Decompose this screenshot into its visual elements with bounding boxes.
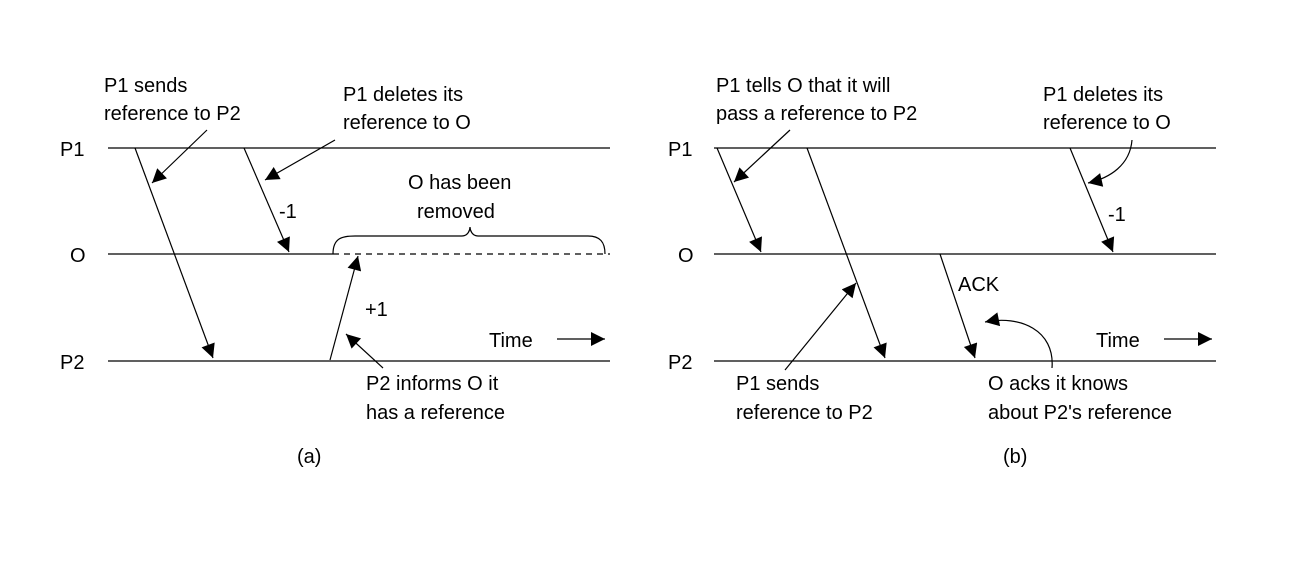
panel-b-p1-deletes-text: reference to O (1043, 112, 1171, 134)
panel-b-p1-deletes-pointer (1087, 139, 1133, 187)
panel-a-p2-informs-text: P2 informs O it (366, 373, 499, 395)
panel-a-removed-text: removed (417, 201, 495, 223)
panel-b-decrement-message-p1-to-o (1069, 147, 1115, 253)
panel-b-minus-one-label: -1 (1108, 204, 1126, 226)
panel-b-o-acks-pointer (984, 312, 1053, 369)
panel-b-ack-label: ACK (958, 274, 1000, 296)
panel-b-p1-tells-text: P1 tells O that it will (716, 75, 891, 97)
panel-b-o-acks-text: O acks it knows (988, 373, 1128, 395)
panel-b: P1 O P2 P1 tells O that it will pass a r… (668, 75, 1216, 468)
panel-b-p1-sends-pointer (784, 282, 857, 371)
panel-a-o-label: O (70, 245, 86, 267)
panel-b-ack-message-o-to-p2 (939, 253, 978, 359)
panel-b-p1-tells-text: pass a reference to P2 (716, 103, 917, 125)
panel-b-o-label: O (678, 245, 694, 267)
panel-a-p1-sends-pointer (151, 129, 208, 184)
panel-a-minus-one-label: -1 (279, 201, 297, 223)
panel-a-p1-sends-text: reference to P2 (104, 103, 241, 125)
panel-b-caption: (b) (1003, 446, 1027, 468)
panel-b-reference-message-p1-to-p2 (806, 147, 887, 359)
panel-b-time-label: Time (1096, 330, 1140, 352)
panel-a-caption: (a) (297, 446, 321, 468)
panel-a-p1-sends-text: P1 sends (104, 75, 187, 97)
panel-a-time-label: Time (489, 330, 533, 352)
panel-b-p1-sends-text: reference to P2 (736, 402, 873, 424)
panel-b-p1-deletes-text: P1 deletes its (1043, 84, 1163, 106)
panel-a-removed-brace (332, 226, 606, 255)
panel-a-removed-text: O has been (408, 172, 511, 194)
panel-a-p2-informs-text: has a reference (366, 402, 505, 424)
panel-b-p1-tells-pointer (733, 129, 791, 183)
panel-a-reference-message-p1-to-p2 (134, 147, 215, 359)
panel-b-p1-label: P1 (668, 139, 692, 161)
panel-a: P1 O P2 P1 sends reference to P2 P1 dele… (60, 75, 610, 468)
panel-a-p1-deletes-text: P1 deletes its (343, 84, 463, 106)
panel-a-plus-one-label: +1 (365, 299, 388, 321)
panel-b-p1-sends-text: P1 sends (736, 373, 819, 395)
panel-a-decrement-message-p1-to-o (243, 147, 290, 253)
panel-a-increment-message-p2-to-o (329, 255, 362, 361)
panel-a-p2-informs-pointer (345, 333, 384, 369)
panel-b-p2-label: P2 (668, 352, 692, 374)
panel-a-p1-deletes-text: reference to O (343, 112, 471, 134)
panel-a-p1-deletes-pointer (264, 139, 336, 181)
panel-b-o-acks-text: about P2's reference (988, 402, 1172, 424)
panel-a-p1-label: P1 (60, 139, 84, 161)
panel-a-p2-label: P2 (60, 352, 84, 374)
panel-b-notify-message-p1-to-o (716, 147, 762, 253)
